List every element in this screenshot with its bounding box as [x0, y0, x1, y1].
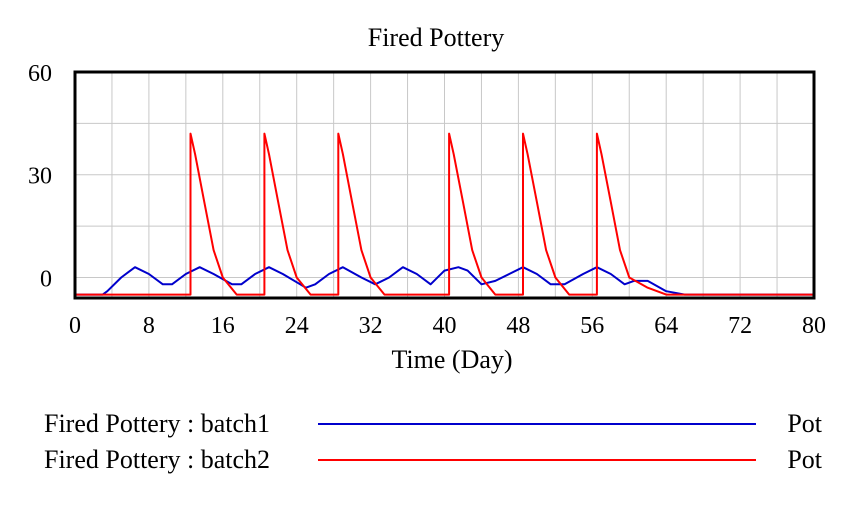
x-tick-label: 64	[654, 313, 678, 339]
legend-label-batch1: Fired Pottery : batch1	[44, 409, 270, 438]
y-tick-label: 30	[28, 164, 52, 190]
x-tick-label: 24	[285, 313, 309, 339]
y-axis-ticks: 60 30 0	[28, 61, 52, 292]
grid-lines	[75, 72, 814, 298]
x-tick-label: 8	[143, 313, 155, 339]
x-tick-label: 48	[506, 313, 530, 339]
x-tick-label: 16	[211, 313, 235, 339]
x-axis-ticks: 0 8 16 24 32 40 48 56 64 72 80	[69, 313, 826, 339]
series-line-batch1	[75, 266, 814, 296]
x-axis-label: Time (Day)	[391, 345, 512, 374]
chart-title: Fired Pottery	[368, 23, 505, 52]
y-tick-label: 0	[40, 266, 52, 292]
series-group	[75, 132, 814, 296]
x-tick-label: 40	[433, 313, 457, 339]
legend-unit-batch1: Pot	[787, 409, 822, 438]
series-line-batch2	[75, 132, 814, 296]
legend-label-batch2: Fired Pottery : batch2	[44, 445, 270, 474]
plot-frame	[73, 70, 816, 300]
x-tick-label: 80	[802, 313, 826, 339]
x-tick-label: 32	[359, 313, 383, 339]
legend-unit-batch2: Pot	[787, 445, 822, 474]
legend: Fired Pottery : batch1 Pot Fired Pottery :…	[44, 409, 823, 474]
x-tick-label: 0	[69, 313, 81, 339]
x-tick-label: 72	[728, 313, 752, 339]
x-tick-label: 56	[580, 313, 604, 339]
y-tick-label: 60	[28, 61, 52, 87]
